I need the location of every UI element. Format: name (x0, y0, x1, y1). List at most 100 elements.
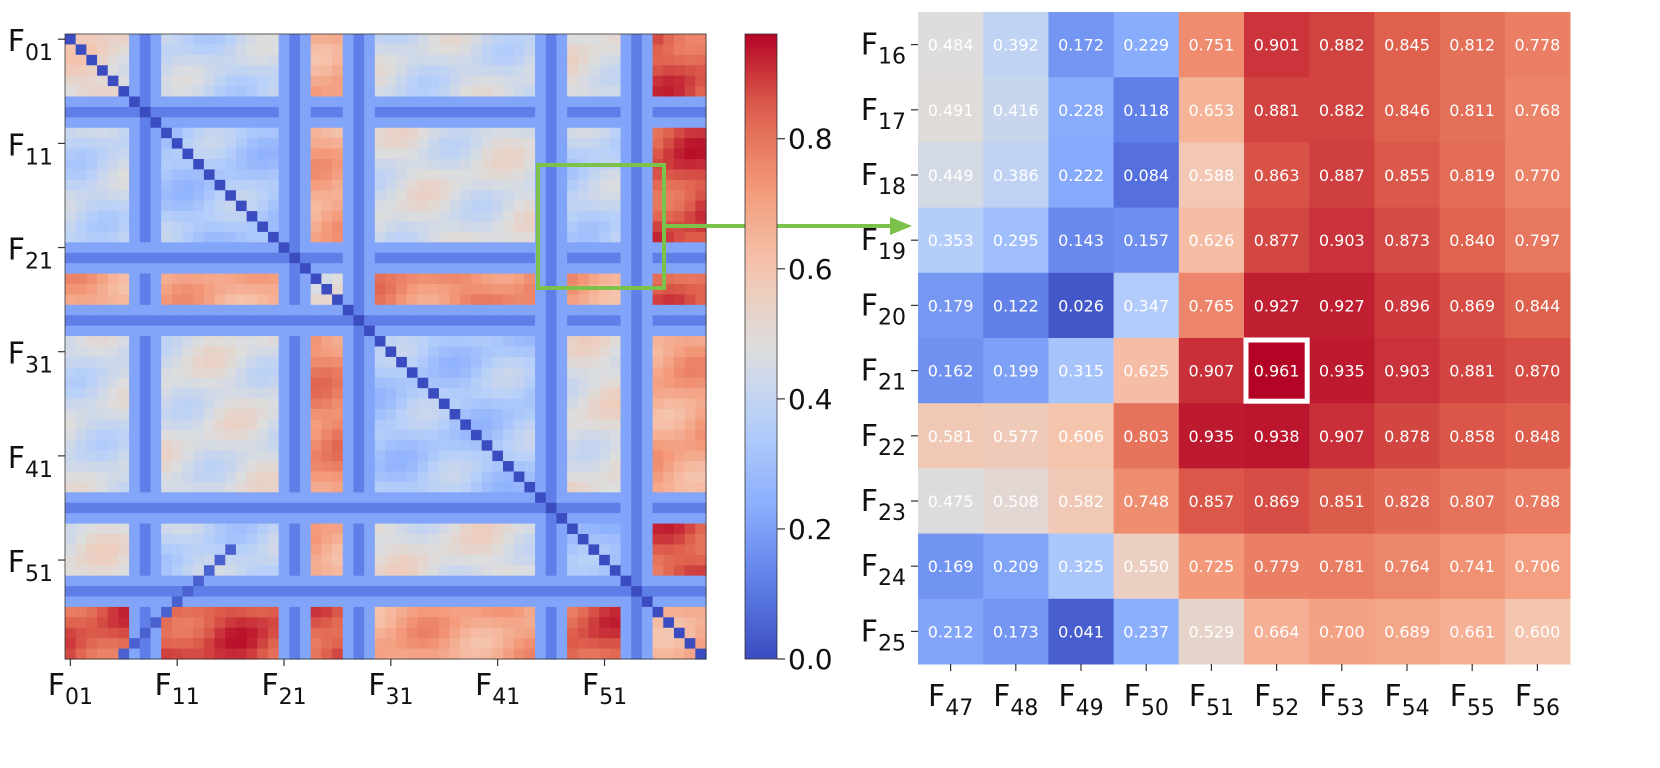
zoomed-cell-value: 0.392 (993, 36, 1039, 55)
full-heatmap-cell (492, 513, 504, 525)
full-heatmap-cell (150, 398, 162, 410)
full-heatmap-cell (524, 200, 536, 212)
full-heatmap-cell (235, 398, 248, 410)
full-heatmap-cell (278, 554, 290, 566)
full-heatmap-cell (513, 284, 525, 296)
full-heatmap-cell (556, 273, 568, 285)
full-heatmap-cell (278, 513, 290, 525)
full-heatmap-cell (129, 419, 141, 431)
full-heatmap-cell (438, 179, 451, 191)
full-heatmap-cell (353, 471, 365, 483)
full-heatmap-cell (182, 617, 194, 629)
full-heatmap-cell (652, 429, 664, 441)
full-heatmap-cell (97, 419, 109, 431)
full-heatmap-cell (150, 534, 162, 546)
full-heatmap-cell (75, 544, 87, 556)
full-heatmap-cell (310, 461, 322, 473)
full-heatmap-cell (86, 34, 98, 46)
full-heatmap-cell (246, 106, 258, 118)
full-heatmap-cell (310, 502, 322, 514)
full-heatmap-cell (524, 211, 536, 223)
full-heatmap-cell (631, 481, 643, 493)
colorbar-tick-label: 0.4 (788, 383, 833, 416)
full-heatmap-cell (577, 294, 590, 306)
full-heatmap-cell (460, 481, 472, 493)
full-heatmap-cell (364, 638, 376, 650)
full-heatmap-cell (567, 179, 579, 191)
full-heatmap-cell (577, 523, 590, 535)
full-heatmap-cell (588, 263, 600, 275)
full-heatmap-cell (556, 409, 568, 421)
full-heatmap-cell (65, 211, 77, 223)
full-heatmap-cell (86, 294, 98, 306)
full-heatmap-cell (235, 481, 248, 493)
full-heatmap-cell (492, 377, 504, 389)
full-x-tick-label: F21 (261, 668, 306, 710)
full-heatmap-cell (385, 586, 397, 598)
full-heatmap-cell (193, 617, 205, 629)
full-heatmap-cell (663, 294, 675, 306)
full-heatmap-cell (203, 638, 216, 650)
full-heatmap-cell (235, 450, 248, 462)
zoomed-heatmap-cell (1178, 272, 1245, 339)
full-heatmap-cell (673, 211, 686, 223)
full-heatmap-cell (257, 409, 269, 421)
full-heatmap-cell (417, 627, 429, 639)
full-heatmap-cell (300, 627, 312, 639)
full-heatmap-cell (641, 65, 654, 77)
full-heatmap-cell (289, 96, 301, 108)
full-heatmap-cell (86, 252, 98, 264)
full-heatmap-cell (577, 169, 590, 181)
full-heatmap-cell (75, 440, 87, 452)
full-heatmap-cell (503, 419, 515, 431)
full-heatmap-cell (641, 367, 654, 379)
full-heatmap-cell (406, 127, 419, 139)
full-heatmap-cell (246, 242, 258, 254)
full-heatmap-cell (684, 388, 696, 400)
full-heatmap-cell (364, 148, 376, 160)
zoomed-cell-value: 0.907 (1319, 427, 1365, 446)
full-heatmap-cell (492, 367, 504, 379)
full-heatmap-cell (257, 575, 269, 587)
full-heatmap-cell (684, 75, 696, 87)
full-heatmap-cell (470, 534, 483, 546)
full-heatmap-cell (631, 325, 643, 337)
full-heatmap-cell (246, 617, 258, 629)
full-heatmap-cell (150, 54, 162, 66)
full-heatmap-cell (267, 502, 280, 514)
full-heatmap-cell (396, 96, 408, 108)
zoomed-heatmap-cell (1374, 598, 1441, 665)
full-heatmap-cell (310, 513, 322, 525)
full-heatmap-cell (695, 586, 707, 598)
full-heatmap-cell (300, 127, 312, 139)
full-heatmap-cell (139, 86, 152, 98)
full-heatmap-cell (535, 565, 547, 577)
full-heatmap-cell (267, 54, 280, 66)
full-heatmap-cell (193, 565, 205, 577)
full-heatmap-cell (342, 502, 355, 514)
full-heatmap-cell (417, 502, 429, 514)
full-heatmap-cell (503, 325, 515, 337)
zoomed-heatmap-cell (1048, 142, 1115, 209)
full-heatmap-cell (385, 148, 397, 160)
full-heatmap-cell (182, 461, 194, 473)
full-heatmap-cell (75, 159, 87, 171)
full-heatmap-cell (588, 492, 600, 504)
full-heatmap-cell (449, 221, 461, 233)
full-heatmap-cell (310, 346, 322, 358)
full-heatmap-cell (535, 54, 547, 66)
full-heatmap-cell (535, 534, 547, 546)
full-heatmap-cell (171, 75, 184, 87)
full-heatmap-cell (470, 575, 483, 587)
full-heatmap-cell (107, 627, 120, 639)
full-heatmap-cell (438, 44, 451, 56)
full-heatmap-cell (257, 388, 269, 400)
full-heatmap-cell (257, 523, 269, 535)
full-heatmap-cell (86, 106, 98, 118)
full-heatmap-cell (214, 419, 226, 431)
full-heatmap-cell (567, 554, 579, 566)
full-heatmap-cell (182, 513, 194, 525)
full-heatmap-cell (246, 273, 258, 285)
full-heatmap-cell (289, 596, 301, 608)
full-heatmap-cell (364, 65, 376, 77)
